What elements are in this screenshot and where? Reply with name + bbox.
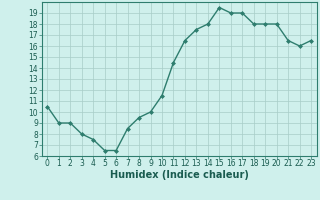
X-axis label: Humidex (Indice chaleur): Humidex (Indice chaleur) — [110, 170, 249, 180]
